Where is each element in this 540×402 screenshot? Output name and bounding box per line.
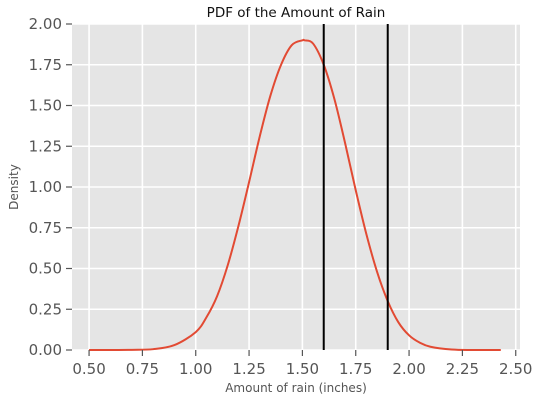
y-tick-label: 2.00	[29, 15, 62, 33]
y-tick-label: 1.50	[29, 97, 62, 115]
grid-lines	[72, 23, 520, 351]
y-tick-label: 0.50	[29, 260, 62, 278]
axes: 0.50 0.75 1.00 1.25 1.50 1.75 2.00 2.25 2.50 0.00…	[29, 15, 533, 378]
y-tick-label: 0.25	[29, 300, 62, 318]
x-tick-label: 2.25	[446, 360, 479, 378]
x-tick-label: 2.00	[392, 360, 425, 378]
y-tick-label: 1.75	[29, 56, 62, 74]
x-tick-label: 1.00	[179, 360, 212, 378]
x-tick-label: 2.50	[499, 360, 532, 378]
pdf-curve	[89, 38, 501, 352]
x-tick-label: 1.50	[286, 360, 319, 378]
y-tick-label: 0.00	[29, 341, 62, 359]
y-tick-label: 0.75	[29, 219, 62, 237]
x-tick-label: 0.75	[126, 360, 159, 378]
x-axis-title: Amount of rain (inches)	[225, 381, 367, 395]
vertical-lines	[322, 24, 389, 350]
x-tick-label: 1.75	[339, 360, 372, 378]
chart-title: PDF of the Amount of Rain	[207, 5, 386, 21]
y-tick-label: 1.00	[29, 178, 62, 196]
series-layer	[89, 38, 501, 352]
y-axis-title: Density	[7, 164, 21, 210]
x-tick-label: 0.50	[72, 360, 105, 378]
y-tick-label: 1.25	[29, 137, 62, 155]
x-tick-label: 1.25	[232, 360, 265, 378]
